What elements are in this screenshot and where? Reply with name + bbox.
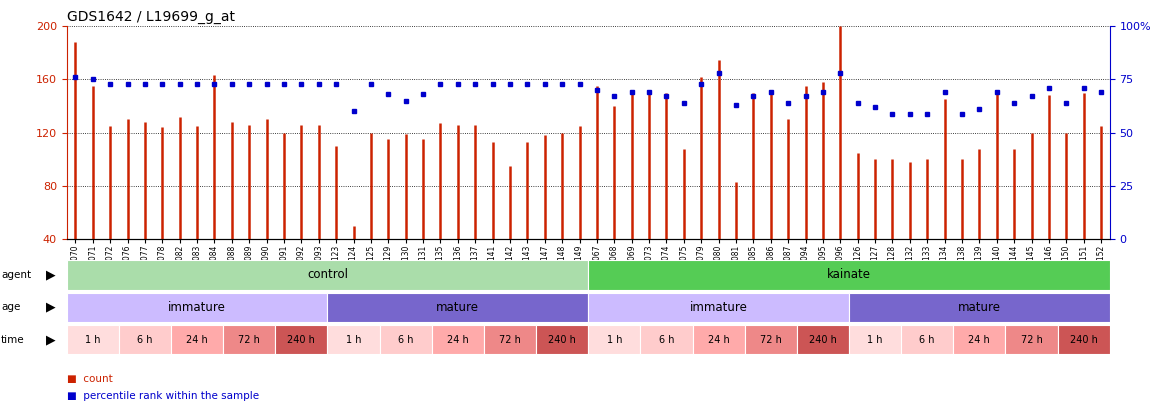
Bar <box>275 325 328 354</box>
Text: 72 h: 72 h <box>1020 335 1042 345</box>
Text: ▶: ▶ <box>46 301 55 314</box>
Text: ■  percentile rank within the sample: ■ percentile rank within the sample <box>67 391 259 401</box>
Bar <box>589 260 1110 290</box>
Text: 6 h: 6 h <box>659 335 674 345</box>
Text: 240 h: 240 h <box>288 335 315 345</box>
Text: ▶: ▶ <box>46 269 55 281</box>
Text: mature: mature <box>436 301 480 314</box>
Bar <box>902 325 953 354</box>
Bar <box>223 325 275 354</box>
Text: 72 h: 72 h <box>760 335 782 345</box>
Bar <box>67 293 328 322</box>
Text: 6 h: 6 h <box>920 335 935 345</box>
Text: 240 h: 240 h <box>808 335 837 345</box>
Bar <box>1058 325 1110 354</box>
Text: GDS1642 / L19699_g_at: GDS1642 / L19699_g_at <box>67 10 235 24</box>
Bar <box>745 325 797 354</box>
Bar <box>328 293 588 322</box>
Text: 1 h: 1 h <box>85 335 100 345</box>
Text: agent: agent <box>1 270 31 280</box>
Text: 1 h: 1 h <box>346 335 361 345</box>
Bar <box>67 260 589 290</box>
Text: kainate: kainate <box>827 269 871 281</box>
Bar <box>692 325 745 354</box>
Bar <box>641 325 692 354</box>
Bar <box>589 325 641 354</box>
Bar <box>431 325 484 354</box>
Bar <box>536 325 589 354</box>
Bar <box>589 293 849 322</box>
Text: immature: immature <box>168 301 227 314</box>
Text: 72 h: 72 h <box>499 335 521 345</box>
Bar <box>484 325 536 354</box>
Text: ▶: ▶ <box>46 333 55 346</box>
Text: time: time <box>1 335 25 345</box>
Text: ■  count: ■ count <box>67 375 113 384</box>
Bar <box>171 325 223 354</box>
Text: 1 h: 1 h <box>867 335 883 345</box>
Bar <box>118 325 171 354</box>
Bar <box>67 325 118 354</box>
Text: 24 h: 24 h <box>968 335 990 345</box>
Text: control: control <box>307 269 348 281</box>
Text: 24 h: 24 h <box>447 335 469 345</box>
Text: 6 h: 6 h <box>137 335 153 345</box>
Text: age: age <box>1 303 21 312</box>
Bar <box>328 325 380 354</box>
Bar <box>380 325 431 354</box>
Text: 24 h: 24 h <box>707 335 729 345</box>
Text: 1 h: 1 h <box>606 335 622 345</box>
Text: immature: immature <box>690 301 748 314</box>
Text: 240 h: 240 h <box>1070 335 1097 345</box>
Text: 72 h: 72 h <box>238 335 260 345</box>
Text: 6 h: 6 h <box>398 335 414 345</box>
Bar <box>849 293 1110 322</box>
Text: 240 h: 240 h <box>549 335 576 345</box>
Bar <box>1005 325 1058 354</box>
Bar <box>797 325 849 354</box>
Text: mature: mature <box>958 301 1000 314</box>
Text: 24 h: 24 h <box>186 335 208 345</box>
Bar <box>849 325 902 354</box>
Bar <box>953 325 1005 354</box>
